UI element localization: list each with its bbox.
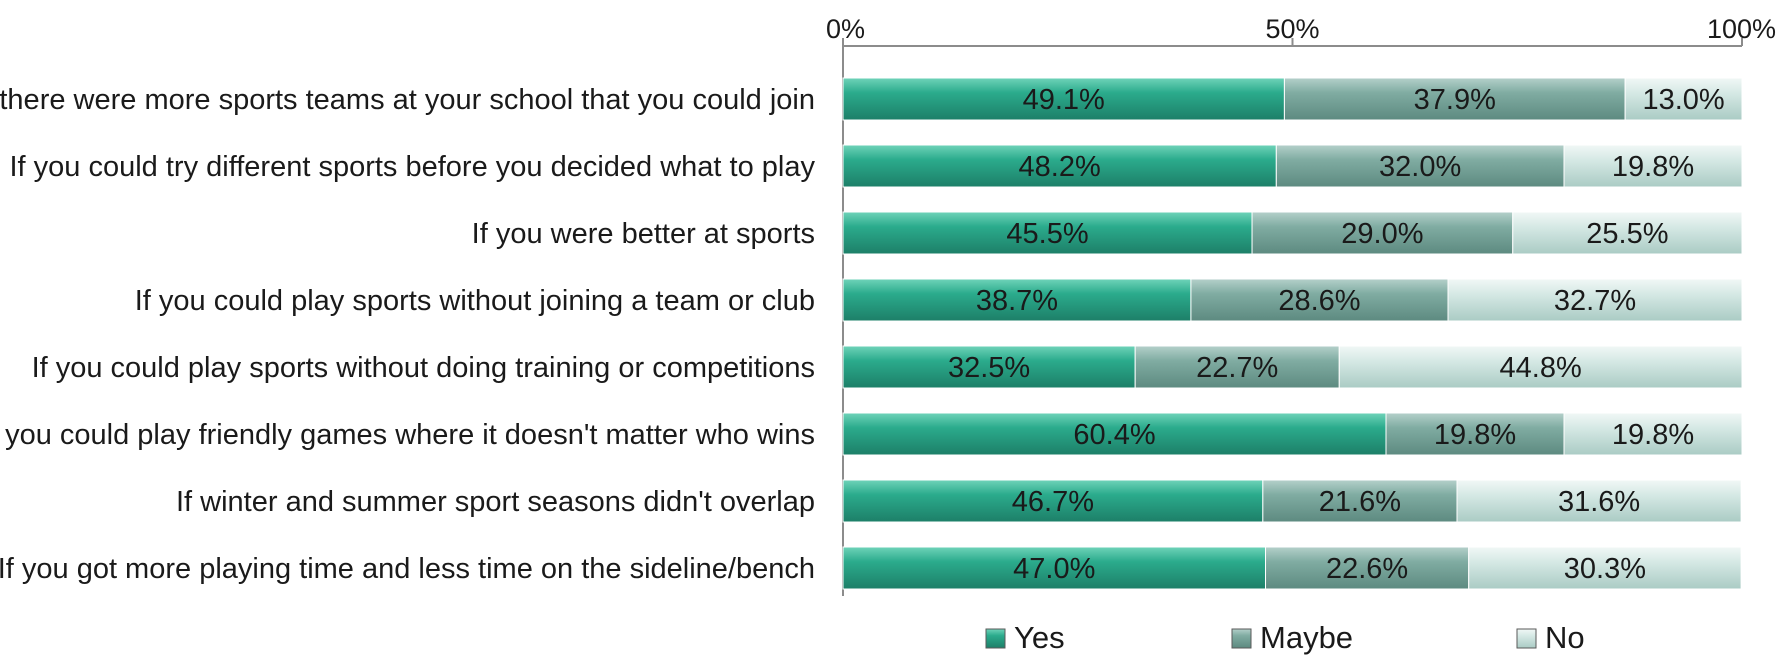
x-axis: 0% 50% 100% (826, 14, 1776, 596)
data-label-yes-2: 48.2% (1019, 151, 1101, 183)
bar-yes-3 (842, 211, 1253, 255)
bar-no-4 (1447, 278, 1743, 322)
bars: 49.1% 37.9% 13.0% 48.2% 32.0% 19.8% 45.5% 29.0%… (842, 77, 1743, 590)
bar-maybe-6 (1385, 412, 1565, 456)
legend: Yes Maybe No (985, 620, 1585, 655)
x-tick-label: 100% (1707, 14, 1776, 44)
bar-maybe-5 (1134, 345, 1340, 389)
legend-label-maybe: Maybe (1260, 620, 1353, 655)
data-label-maybe-8: 22.6% (1326, 553, 1408, 585)
data-label-yes-5: 32.5% (948, 352, 1030, 384)
data-label-yes-8: 47.0% (1013, 553, 1095, 585)
data-label-no-7: 31.6% (1558, 486, 1640, 518)
data-label-no-6: 19.8% (1612, 419, 1694, 451)
bar-no-5 (1338, 345, 1743, 389)
bar-yes-8 (842, 546, 1267, 590)
legend-label-yes: Yes (1014, 620, 1065, 655)
data-label-maybe-2: 32.0% (1379, 151, 1461, 183)
data-label-maybe-1: 37.9% (1414, 84, 1496, 116)
data-label-maybe-6: 19.8% (1434, 419, 1516, 451)
category-label-8: If you got more playing time and less ti… (0, 553, 815, 585)
category-label-5: If you could play sports without doing t… (32, 352, 815, 384)
bar-maybe-7 (1262, 479, 1458, 523)
bar-maybe-4 (1190, 278, 1449, 322)
bar-no-8 (1468, 546, 1742, 590)
data-label-no-1: 13.0% (1642, 84, 1724, 116)
bar-yes-4 (842, 278, 1192, 322)
x-tick-label: 50% (1265, 14, 1319, 44)
data-label-yes-1: 49.1% (1023, 84, 1105, 116)
bar-maybe-2 (1275, 144, 1565, 188)
data-label-maybe-4: 28.6% (1278, 285, 1360, 317)
category-label-7: If winter and summer sport seasons didn'… (176, 486, 815, 518)
legend-swatch-maybe (1231, 628, 1252, 649)
data-label-maybe-3: 29.0% (1341, 218, 1423, 250)
category-label-4: If you could play sports without joining… (135, 285, 815, 317)
category-labels: If there were more sports teams at your … (0, 84, 815, 585)
bar-yes-5 (842, 345, 1136, 389)
data-label-no-4: 32.7% (1554, 285, 1636, 317)
data-label-no-5: 44.8% (1500, 352, 1582, 384)
data-label-no-8: 30.3% (1564, 553, 1646, 585)
bar-no-7 (1456, 479, 1742, 523)
bar-yes-7 (842, 479, 1264, 523)
legend-swatch-no (1516, 628, 1537, 649)
bar-maybe-3 (1251, 211, 1514, 255)
data-label-yes-3: 45.5% (1006, 218, 1088, 250)
category-label-2: If you could try different sports before… (10, 151, 816, 183)
bar-no-3 (1512, 211, 1743, 255)
legend-swatch-yes (985, 628, 1006, 649)
category-label-1: If there were more sports teams at your … (0, 84, 815, 116)
data-label-maybe-5: 22.7% (1196, 352, 1278, 384)
category-label-6: If you could play friendly games where i… (0, 419, 815, 451)
data-label-yes-7: 46.7% (1012, 486, 1094, 518)
data-label-yes-4: 38.7% (976, 285, 1058, 317)
legend-label-no: No (1545, 620, 1585, 655)
bar-yes-6 (842, 412, 1387, 456)
category-label-3: If you were better at sports (472, 218, 815, 250)
data-label-maybe-7: 21.6% (1319, 486, 1401, 518)
bar-no-2 (1563, 144, 1743, 188)
x-tick-label: 0% (826, 14, 865, 44)
bar-maybe-8 (1265, 546, 1470, 590)
bar-no-6 (1563, 412, 1743, 456)
data-label-no-3: 25.5% (1586, 218, 1668, 250)
data-label-yes-6: 60.4% (1073, 419, 1155, 451)
data-label-no-2: 19.8% (1612, 151, 1694, 183)
bar-no-1 (1624, 77, 1743, 121)
